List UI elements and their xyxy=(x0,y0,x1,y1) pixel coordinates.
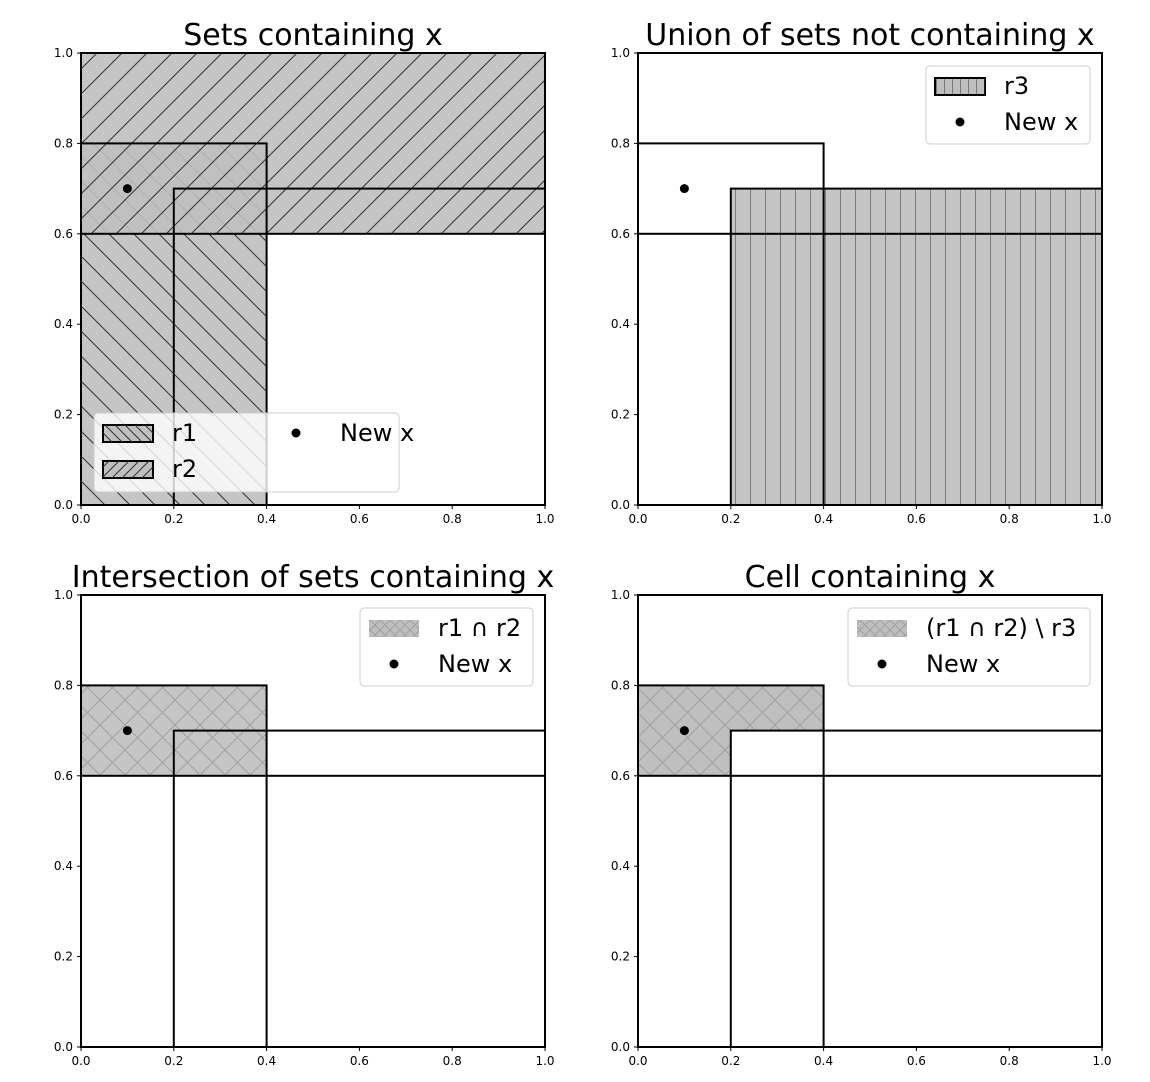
legend-label: r1 ∩ r2 xyxy=(438,614,521,642)
x-tick-label: 0.2 xyxy=(721,1054,740,1068)
legend-label: New x xyxy=(340,419,414,447)
x-tick-label: 0.2 xyxy=(164,512,183,526)
chart-title: Sets containing x xyxy=(183,18,442,53)
legend-label: r1 xyxy=(172,419,197,447)
x-tick-label: 0.6 xyxy=(907,1054,926,1068)
y-tick-label: 0.2 xyxy=(54,950,73,964)
chart-title: Union of sets not containing x xyxy=(645,18,1094,53)
x-tick-label: 0.0 xyxy=(71,1054,90,1068)
panel-cell-containing-x: 0.0 0.2 0.4 0.6 0.8 1.0 0.0 0.2 0.4 0.6 0.8 1.0 Cell… xyxy=(611,560,1112,1068)
x-tick-label: 1.0 xyxy=(1092,1054,1111,1068)
x-tick-label: 0.4 xyxy=(814,512,833,526)
y-tick-label: 1.0 xyxy=(54,588,73,602)
y-tick-label: 1.0 xyxy=(611,46,630,60)
legend-marker xyxy=(292,429,301,438)
y-tick-label: 0.8 xyxy=(54,136,73,150)
chart-title: Cell containing x xyxy=(745,560,996,595)
legend-marker xyxy=(956,118,965,127)
legend-marker xyxy=(390,660,399,669)
x-tick-label: 0.6 xyxy=(350,1054,369,1068)
legend-label: New x xyxy=(438,650,512,678)
legend-swatch-hatch xyxy=(369,620,419,637)
x-tick-label: 0.4 xyxy=(257,1054,276,1068)
y-tick-label: 0.8 xyxy=(54,678,73,692)
y-tick-label: 0.0 xyxy=(54,1040,73,1054)
x-tick-label: 0.8 xyxy=(1000,512,1019,526)
y-tick-label: 0.2 xyxy=(611,408,630,422)
legend-swatch-hatch xyxy=(103,461,153,478)
x-tick-label: 0.0 xyxy=(628,1054,647,1068)
new-x-point xyxy=(680,184,689,193)
x-tick-label: 0.2 xyxy=(721,512,740,526)
x-tick-label: 1.0 xyxy=(535,512,554,526)
y-tick-label: 0.4 xyxy=(611,859,630,873)
y-tick-label: 0.6 xyxy=(54,769,73,783)
x-tick-label: 0.0 xyxy=(71,512,90,526)
y-tick-label: 0.8 xyxy=(611,678,630,692)
y-tick-label: 0.6 xyxy=(611,227,630,241)
y-tick-label: 1.0 xyxy=(611,588,630,602)
x-tick-label: 1.0 xyxy=(1092,512,1111,526)
panel-union-not-containing-x: 0.0 0.2 0.4 0.6 0.8 1.0 0.0 0.2 0.4 0.6 0.8 1.0 Unio… xyxy=(611,18,1112,526)
new-x-point xyxy=(123,726,132,735)
panel-intersection-containing-x: 0.0 0.2 0.4 0.6 0.8 1.00.00.20.40.60.81.0Inte… xyxy=(54,560,555,1068)
x-tick-label: 0.8 xyxy=(443,1054,462,1068)
legend-swatch-hatch xyxy=(857,620,907,637)
y-tick-label: 0.0 xyxy=(611,498,630,512)
y-tick-label: 0.4 xyxy=(54,859,73,873)
x-tick-label: 0.8 xyxy=(443,512,462,526)
legend-marker xyxy=(878,660,887,669)
legend-swatch-hatch xyxy=(935,78,985,95)
y-tick-label: 0.8 xyxy=(611,136,630,150)
x-tick-label: 0.6 xyxy=(350,512,369,526)
x-tick-label: 0.0 xyxy=(628,512,647,526)
panel-sets-containing-x: 0.0 0.2 0.4 0.6 0.8 1.0 0.0 0.2 0.4 0.6 0.8 1.0 Sets… xyxy=(54,18,555,526)
legend-label: r2 xyxy=(172,455,197,483)
legend-swatch-hatch xyxy=(103,425,153,442)
chart-title: Intersection of sets containing x xyxy=(72,560,555,595)
x-tick-label: 1.0 xyxy=(535,1054,554,1068)
y-tick-label: 0.0 xyxy=(54,498,73,512)
y-tick-label: 0.2 xyxy=(54,408,73,422)
y-tick-label: 0.6 xyxy=(611,769,630,783)
x-tick-label: 0.4 xyxy=(814,1054,833,1068)
new-x-point xyxy=(680,726,689,735)
legend-label: r3 xyxy=(1004,72,1029,100)
y-tick-label: 1.0 xyxy=(54,46,73,60)
legend-label: (r1 ∩ r2) \ r3 xyxy=(926,614,1076,642)
x-tick-label: 0.4 xyxy=(257,512,276,526)
x-tick-label: 0.8 xyxy=(1000,1054,1019,1068)
new-x-point xyxy=(123,184,132,193)
legend-label: New x xyxy=(1004,108,1078,136)
region-r3-hatch xyxy=(731,189,1102,505)
y-tick-label: 0.6 xyxy=(54,227,73,241)
legend-label: New x xyxy=(926,650,1000,678)
y-tick-label: 0.4 xyxy=(54,317,73,331)
x-tick-label: 0.6 xyxy=(907,512,926,526)
y-tick-label: 0.2 xyxy=(611,950,630,964)
x-tick-label: 0.2 xyxy=(164,1054,183,1068)
y-tick-label: 0.0 xyxy=(611,1040,630,1054)
y-tick-label: 0.4 xyxy=(611,317,630,331)
